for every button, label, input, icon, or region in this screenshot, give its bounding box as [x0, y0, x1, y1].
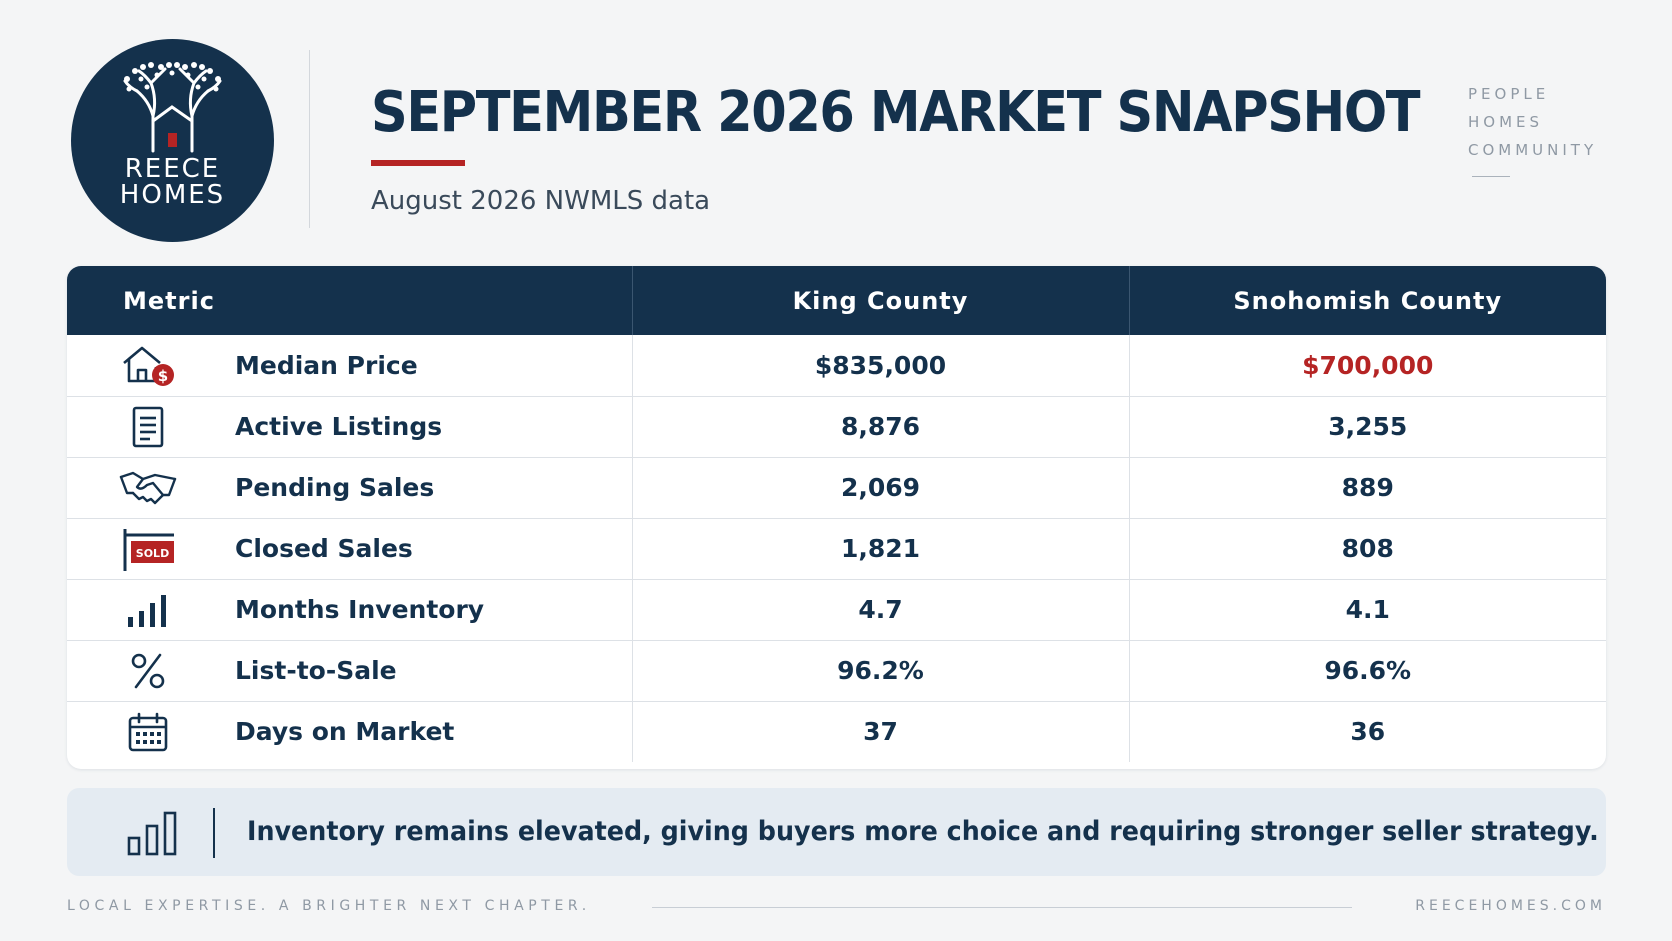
- metric-label: Median Price: [235, 350, 418, 380]
- table-row: $ Median Price $835,000 $700,000: [67, 335, 1606, 396]
- metric-label: Days on Market: [235, 717, 455, 747]
- footer-divider: [652, 907, 1352, 908]
- king-county-value: 96.2%: [631, 639, 1129, 701]
- sold-sign-icon: SOLD: [118, 527, 178, 571]
- footer-website: REECEHOMES.COM: [1415, 898, 1606, 914]
- column-header-snohomish-county: Snohomish County: [1128, 266, 1606, 335]
- table-row: Pending Sales 2,069 889: [67, 456, 1606, 518]
- title-accent-bar: [371, 160, 465, 166]
- tagline-word: PEOPLE: [1468, 85, 1550, 103]
- percent-icon: [118, 652, 178, 690]
- king-county-value: 37: [631, 700, 1129, 762]
- snohomish-county-value: $700,000: [1128, 335, 1606, 396]
- column-header-king-county: King County: [631, 266, 1129, 335]
- snohomish-county-value: 96.6%: [1128, 639, 1606, 701]
- tree-house-icon: [123, 62, 222, 153]
- house-dollar-icon: $: [118, 343, 178, 387]
- table-row: Months Inventory 4.7 4.1: [67, 578, 1606, 640]
- metric-label: Closed Sales: [235, 534, 413, 563]
- snohomish-county-value: 889: [1128, 456, 1606, 518]
- svg-text:SOLD: SOLD: [136, 547, 169, 560]
- metric-label: Active Listings: [235, 412, 443, 441]
- tagline-word: HOMES: [1468, 113, 1544, 131]
- brand-name-line2: HOMES: [119, 180, 226, 210]
- snohomish-county-value: 3,255: [1128, 395, 1606, 457]
- brand-name-line1: REECE: [124, 154, 221, 184]
- king-county-value: 2,069: [631, 456, 1129, 518]
- tagline: PEOPLE HOMES COMMUNITY: [1468, 80, 1597, 177]
- bar-chart-icon: [118, 593, 178, 627]
- callout-divider: [213, 808, 215, 858]
- tagline-rule: [1472, 176, 1510, 177]
- table-header-row: Metric King County Snohomish County: [67, 266, 1606, 335]
- handshake-icon: [118, 469, 178, 507]
- king-county-value: 4.7: [631, 578, 1129, 640]
- page-subtitle: August 2026 NWMLS data: [371, 186, 711, 216]
- bar-chart-outline-icon: [127, 810, 179, 860]
- table-row: Active Listings 8,876 3,255: [67, 395, 1606, 457]
- metric-label: List-to-Sale: [235, 656, 397, 685]
- document-list-icon: [118, 406, 178, 448]
- market-table: Metric King County Snohomish County: [67, 266, 1606, 769]
- table-row: Days on Market 37 36: [67, 700, 1606, 762]
- page-title: SEPTEMBER 2026 MARKET SNAPSHOT: [371, 80, 1421, 145]
- king-county-value: 8,876: [631, 395, 1129, 457]
- svg-text:$: $: [158, 367, 168, 385]
- snohomish-county-value: 4.1: [1128, 578, 1606, 640]
- footer-slogan: LOCAL EXPERTISE. A BRIGHTER NEXT CHAPTER…: [67, 898, 591, 914]
- tagline-word: COMMUNITY: [1468, 141, 1598, 159]
- king-county-value: $835,000: [631, 335, 1129, 396]
- metric-label: Months Inventory: [235, 595, 485, 624]
- snohomish-county-value: 36: [1128, 700, 1606, 762]
- column-header-metric: Metric: [123, 286, 215, 315]
- insight-text: Inventory remains elevated, giving buyer…: [247, 816, 1599, 847]
- header-divider: [309, 50, 310, 228]
- table-row: SOLD Closed Sales 1,821 808: [67, 517, 1606, 579]
- calendar-icon: [118, 712, 178, 752]
- snohomish-county-value: 808: [1128, 517, 1606, 579]
- king-county-value: 1,821: [631, 517, 1129, 579]
- metric-label: Pending Sales: [235, 473, 435, 502]
- brand-logo: REECE HOMES: [71, 39, 274, 242]
- table-row: List-to-Sale 96.2% 96.6%: [67, 639, 1606, 701]
- insight-callout: Inventory remains elevated, giving buyer…: [67, 788, 1606, 876]
